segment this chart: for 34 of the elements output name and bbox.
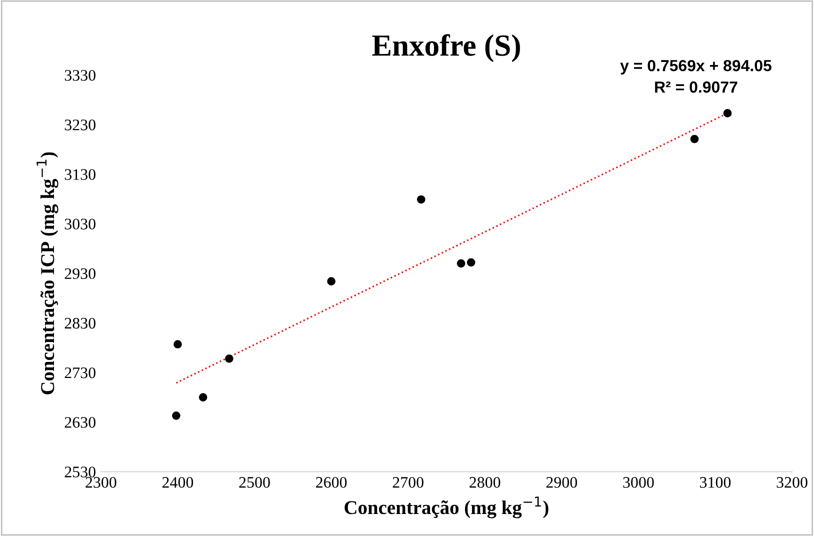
y-tick-label: 2630	[64, 417, 96, 428]
y-tick-label: 3130	[64, 169, 96, 180]
point	[723, 109, 732, 118]
text: y = 0.7569x + 894.05	[620, 60, 772, 74]
y-tick-label: 2730	[64, 367, 96, 378]
point	[172, 411, 180, 420]
x-tick-label: 2600	[316, 477, 347, 488]
x-tick-label: 2400	[162, 477, 194, 488]
annotation: R² = 0.9077	[655, 81, 738, 93]
y-tick-label: 2530	[64, 466, 96, 478]
y-tick-label: 3230	[64, 120, 96, 130]
x-tick-label: 3100	[700, 477, 731, 488]
x-tick-label: 2800	[470, 477, 500, 488]
x-axis-title: Concentração (mg kg$^{−1}$)	[344, 496, 548, 518]
x-tick-label: 2300	[86, 477, 116, 488]
point	[456, 259, 466, 268]
point	[327, 277, 336, 286]
x-tick-label: 2700	[392, 477, 424, 488]
x-tick-label: 3000	[623, 477, 654, 488]
point	[198, 393, 208, 402]
x-tick-label: 3200	[776, 477, 808, 488]
x-tick-label: 2500	[239, 477, 270, 488]
y-tick-label: 3330	[64, 70, 96, 81]
chart-title: Enxofre (S)	[372, 34, 520, 62]
point	[466, 258, 476, 267]
y-tick-label: 3030	[64, 218, 96, 230]
point	[225, 354, 234, 363]
y-axis-title: Concentração ICP (mg kg$^{−1}$)	[36, 152, 58, 394]
y-tick-label: 2930	[64, 268, 96, 280]
y-tick-label: 2830	[64, 318, 96, 329]
point	[416, 195, 426, 204]
point	[690, 134, 699, 144]
point	[174, 340, 182, 348]
x-tick-label: 2900	[546, 477, 578, 488]
